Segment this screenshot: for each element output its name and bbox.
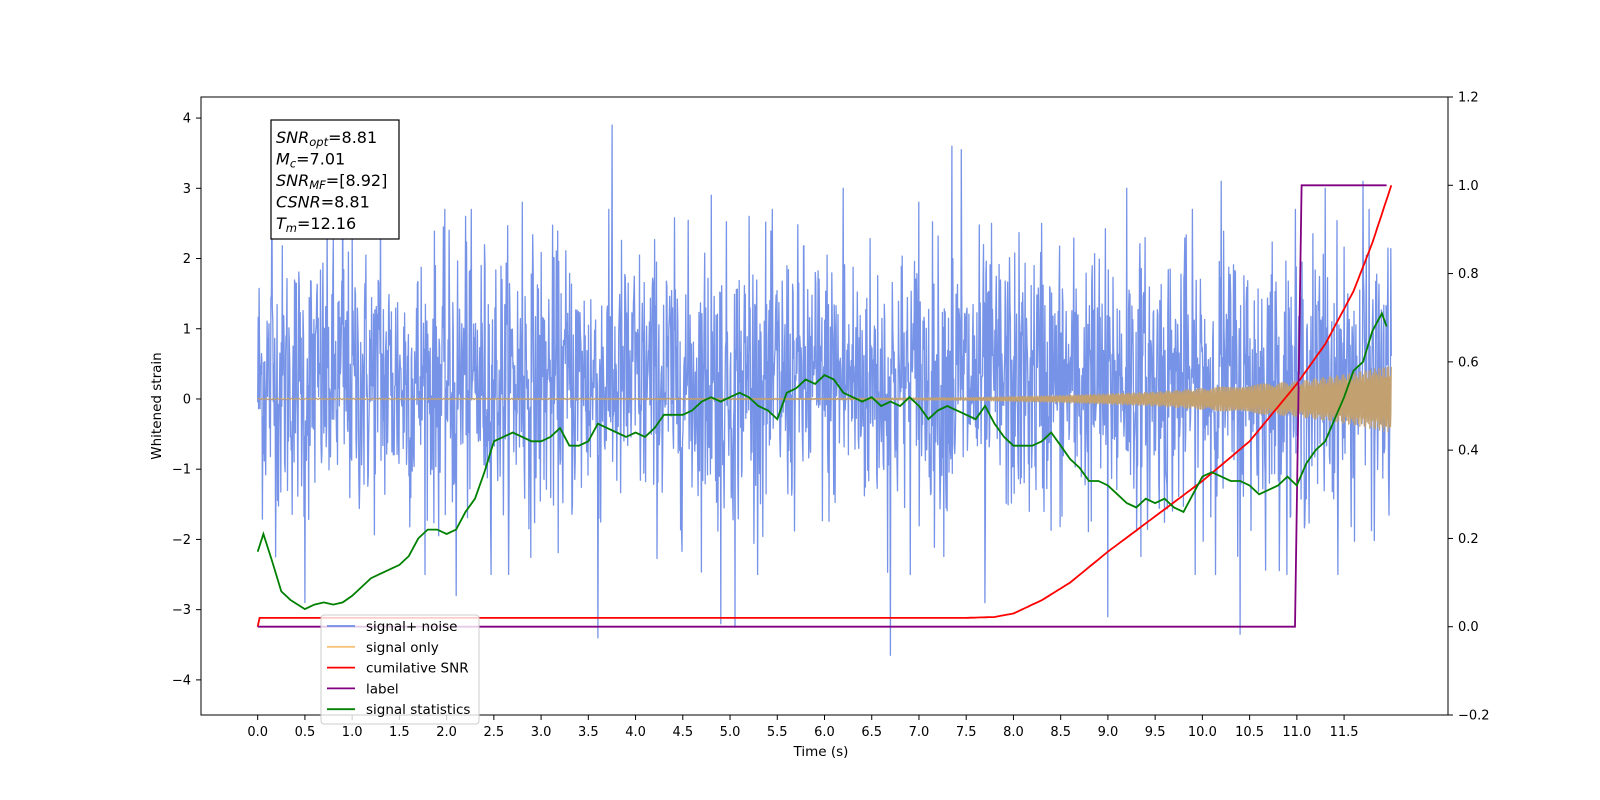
y-tick-label: 4 bbox=[183, 112, 191, 127]
info-value: =8.81 bbox=[328, 128, 377, 147]
x-tick-label: 5.5 bbox=[767, 725, 788, 740]
x-tick-label: 8.5 bbox=[1050, 725, 1071, 740]
legend-frame bbox=[320, 614, 480, 725]
y-tick-label: −4 bbox=[172, 673, 191, 688]
info-symbol: CSNR bbox=[276, 193, 321, 212]
y-tick-label: 3 bbox=[183, 182, 191, 197]
info-line: Tm=12.16 bbox=[276, 214, 356, 235]
x-tick-label: 7.5 bbox=[956, 725, 977, 740]
x-tick-label: 3.0 bbox=[531, 725, 552, 740]
x-tick-label: 9.5 bbox=[1145, 725, 1166, 740]
x-tick-label: 0.0 bbox=[247, 725, 268, 740]
legend-label: signal statistics bbox=[366, 702, 470, 718]
series-signal-only bbox=[257, 366, 1392, 433]
y-tick-label: −3 bbox=[172, 603, 191, 618]
y-tick-label: 0 bbox=[183, 392, 191, 407]
legend: signal+ noise signal only cumilative SNR la… bbox=[320, 614, 480, 725]
y-right-tick-label: 1.0 bbox=[1458, 179, 1479, 194]
x-tick-label: 10.0 bbox=[1188, 725, 1217, 740]
y-axis-left: −4 −3 −2 −1 0 1 2 3 4 bbox=[172, 112, 201, 688]
legend-label: cumilative SNR bbox=[366, 661, 469, 677]
x-tick-label: 11.0 bbox=[1282, 725, 1311, 740]
series-signal-statistics bbox=[256, 311, 1388, 611]
info-line: SNRMF=[8.92] bbox=[276, 171, 387, 192]
x-tick-label: 2.0 bbox=[436, 725, 457, 740]
x-tick-label: 3.5 bbox=[578, 725, 599, 740]
x-tick-label: 9.0 bbox=[1098, 725, 1119, 740]
info-value: =8.81 bbox=[321, 193, 370, 212]
x-tick-label: 0.5 bbox=[295, 725, 316, 740]
x-tick-label: 6.5 bbox=[861, 725, 882, 740]
y-tick-label: −1 bbox=[172, 463, 191, 478]
info-value: =12.16 bbox=[297, 214, 356, 233]
info-box: SNRopt=8.81Mc=7.01SNRMF=[8.92]CSNR=8.81T… bbox=[270, 119, 400, 240]
x-tick-label: 10.5 bbox=[1235, 725, 1264, 740]
info-symbol: M bbox=[276, 150, 290, 169]
x-tick-label: 4.0 bbox=[625, 725, 646, 740]
info-value: =7.01 bbox=[296, 150, 345, 169]
y-right-tick-label: 0.6 bbox=[1458, 355, 1479, 370]
series-cumulative-snr bbox=[256, 185, 1393, 627]
info-subscript: m bbox=[286, 221, 297, 235]
x-tick-label: 1.0 bbox=[342, 725, 363, 740]
series-label bbox=[257, 184, 1387, 628]
info-subscript: opt bbox=[309, 135, 328, 149]
x-axis: 0.0 0.5 1.0 1.5 2.0 2.5 3.0 3.5 4.0 4.5 5.0 5.5 6.0 6… bbox=[247, 715, 1359, 740]
y-right-tick-label: 0.8 bbox=[1458, 267, 1479, 282]
x-tick-label: 2.5 bbox=[484, 725, 505, 740]
x-tick-label: 11.5 bbox=[1330, 725, 1359, 740]
x-tick-label: 8.0 bbox=[1003, 725, 1024, 740]
y-tick-label: 2 bbox=[183, 252, 191, 267]
info-box-frame bbox=[270, 119, 400, 240]
info-subscript: MF bbox=[309, 178, 326, 192]
y-right-tick-label: 0.2 bbox=[1458, 532, 1479, 547]
y-right-tick-label: 0.0 bbox=[1458, 620, 1479, 635]
info-value: =[8.92] bbox=[326, 171, 388, 190]
info-line: SNRopt=8.81 bbox=[276, 128, 377, 149]
info-subscript: c bbox=[290, 157, 297, 171]
y-axis-right: −0.2 0.0 0.2 0.4 0.6 0.8 1.0 1.2 bbox=[1448, 91, 1490, 724]
info-symbol: SNR bbox=[276, 171, 309, 190]
x-tick-label: 7.0 bbox=[909, 725, 930, 740]
y-right-tick-label: 1.2 bbox=[1458, 91, 1479, 106]
legend-label: signal+ noise bbox=[366, 619, 457, 635]
y-right-tick-label: −0.2 bbox=[1458, 709, 1490, 724]
legend-label: signal only bbox=[366, 640, 439, 656]
y-right-tick-label: 0.4 bbox=[1458, 444, 1479, 459]
legend-label: label bbox=[366, 681, 399, 697]
y-tick-label: −2 bbox=[172, 533, 191, 548]
x-tick-label: 5.0 bbox=[720, 725, 741, 740]
y-axis-label: Whitened strain bbox=[149, 352, 165, 459]
y-tick-label: 1 bbox=[183, 322, 191, 337]
info-line: CSNR=8.81 bbox=[276, 193, 370, 212]
x-axis-label: Time (s) bbox=[793, 744, 849, 760]
x-tick-label: 1.5 bbox=[389, 725, 410, 740]
x-tick-label: 6.0 bbox=[814, 725, 835, 740]
series-signal-noise bbox=[257, 124, 1392, 656]
info-symbol: SNR bbox=[276, 128, 309, 147]
info-symbol: T bbox=[276, 214, 287, 233]
info-line: Mc=7.01 bbox=[276, 150, 345, 171]
x-tick-label: 4.5 bbox=[672, 725, 693, 740]
